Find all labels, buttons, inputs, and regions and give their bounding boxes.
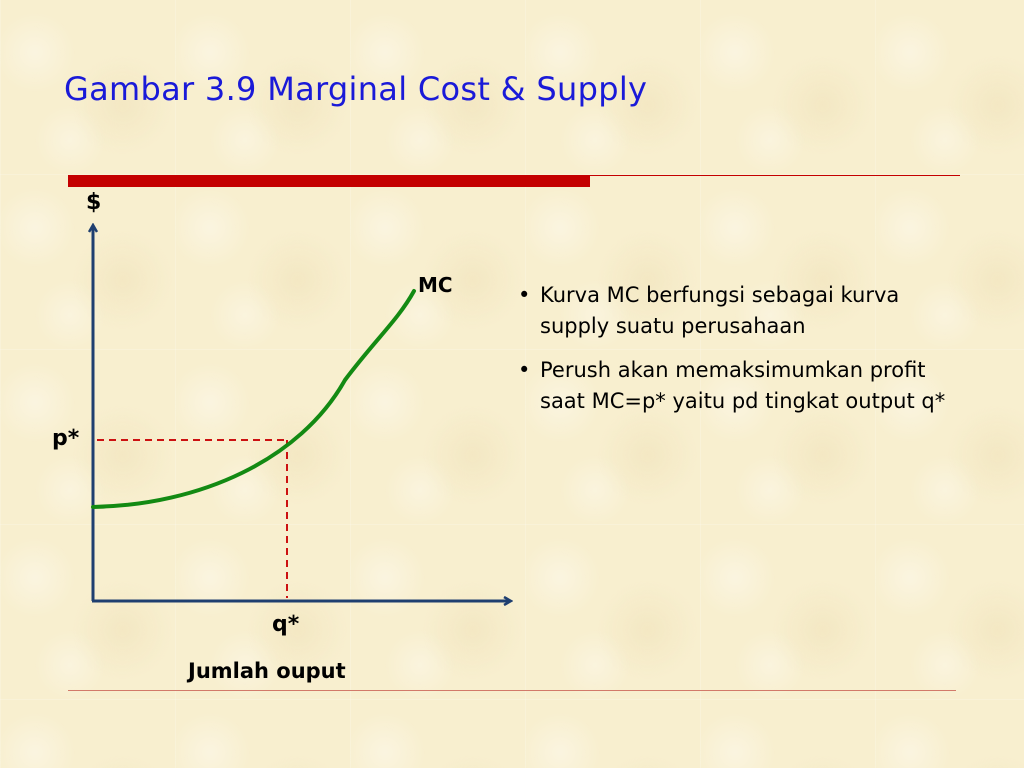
title-underline-thin bbox=[590, 175, 960, 176]
x-axis-label: Jumlah ouput bbox=[188, 659, 346, 683]
bullet-text: Kurva MC berfungsi sebagai kurva supply … bbox=[540, 283, 900, 338]
price-label: p* bbox=[52, 426, 80, 451]
footer-rule bbox=[68, 690, 956, 691]
bullet-item: • Kurva MC berfungsi sebagai kurva suppl… bbox=[516, 280, 956, 342]
title-underline-thick bbox=[68, 175, 590, 187]
quantity-label: q* bbox=[272, 612, 300, 637]
bullet-item: • Perush akan memaksimumkan profit saat … bbox=[516, 355, 956, 417]
bullet-marker: • bbox=[518, 283, 531, 307]
bullet-marker: • bbox=[518, 358, 531, 382]
mc-curve bbox=[91, 289, 416, 509]
bullet-text: Perush akan memaksimumkan profit saat MC… bbox=[540, 358, 946, 413]
bullet-list: • Kurva MC berfungsi sebagai kurva suppl… bbox=[516, 280, 956, 430]
slide-title: Gambar 3.9 Marginal Cost & Supply bbox=[64, 70, 648, 108]
mc-curve-label: MC bbox=[418, 273, 453, 297]
y-axis-label: $ bbox=[86, 190, 102, 215]
